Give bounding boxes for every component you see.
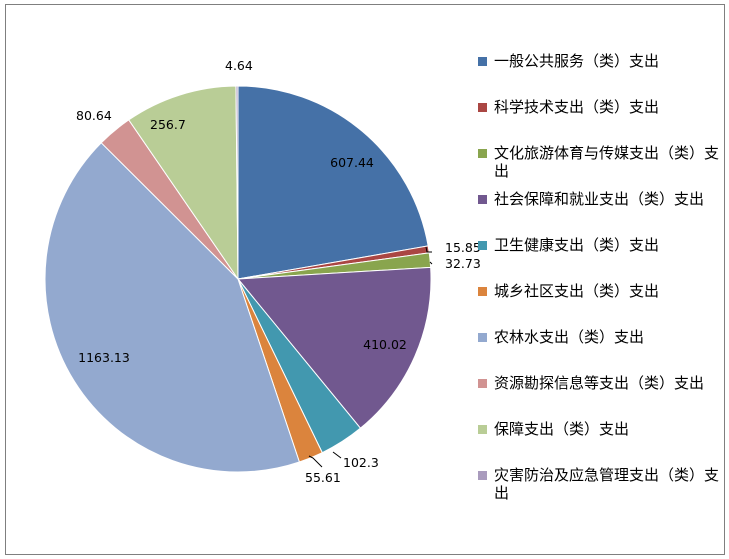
legend-label: 卫生健康支出（类）支出 — [494, 236, 660, 254]
leader-line-6 — [308, 455, 323, 468]
legend-item: 农林水支出（类）支出 — [478, 328, 723, 346]
legend-swatch — [478, 379, 487, 388]
leader-lines — [308, 246, 433, 468]
data-label-3: 32.73 — [445, 256, 481, 271]
data-label-4: 410.02 — [363, 337, 407, 352]
legend-item: 一般公共服务（类）支出 — [478, 52, 723, 70]
data-label-9: 256.7 — [150, 117, 186, 132]
legend-item: 资源勘探信息等支出（类）支出 — [478, 374, 723, 392]
legend-swatch — [478, 149, 487, 158]
legend-label: 城乡社区支出（类）支出 — [494, 282, 660, 300]
legend-label: 灾害防治及应急管理支出（类）支出 — [494, 466, 720, 502]
legend-item: 社会保障和就业支出（类）支出 — [478, 190, 723, 208]
legend-swatch — [478, 103, 487, 112]
leader-line-5 — [332, 451, 342, 459]
legend-label: 社会保障和就业支出（类）支出 — [494, 190, 705, 208]
data-label-6: 55.61 — [305, 470, 341, 485]
legend-swatch — [478, 425, 487, 434]
legend-swatch — [478, 287, 487, 296]
leader-line-2 — [425, 246, 432, 253]
legend-swatch — [478, 333, 487, 342]
legend-item: 灾害防治及应急管理支出（类）支出 — [478, 466, 723, 502]
legend-label: 文化旅游体育与传媒支出（类）支出 — [494, 144, 720, 180]
data-label-1: 607.44 — [330, 155, 374, 170]
legend-swatch — [478, 57, 487, 66]
legend-label: 科学技术支出（类）支出 — [494, 98, 660, 116]
legend-label: 保障支出（类）支出 — [494, 420, 630, 438]
pie-slice-7 — [44, 142, 301, 473]
legend-item: 城乡社区支出（类）支出 — [478, 282, 723, 300]
pie-slice-4 — [236, 266, 432, 429]
legend-label: 农林水支出（类）支出 — [494, 328, 645, 346]
leader-line-3 — [429, 261, 433, 265]
legend-label: 资源勘探信息等支出（类）支出 — [494, 374, 705, 392]
legend-swatch — [478, 471, 487, 480]
pie-slices — [44, 85, 432, 473]
data-label-10: 4.64 — [225, 58, 253, 73]
data-label-7: 1163.13 — [78, 350, 130, 365]
pie-slice-9 — [128, 85, 239, 281]
pie-slice-10 — [235, 85, 239, 280]
data-label-5: 102.3 — [343, 455, 379, 470]
legend-item: 保障支出（类）支出 — [478, 420, 723, 438]
legend-item: 文化旅游体育与传媒支出（类）支出 — [478, 144, 723, 180]
pie-slice-1 — [237, 85, 429, 280]
legend-swatch — [478, 241, 487, 250]
legend-label: 一般公共服务（类）支出 — [494, 52, 660, 70]
data-label-8: 80.64 — [76, 108, 112, 123]
legend-item: 科学技术支出（类）支出 — [478, 98, 723, 116]
data-label-2: 15.85 — [445, 240, 481, 255]
legend-item: 卫生健康支出（类）支出 — [478, 236, 723, 254]
legend-swatch — [478, 195, 487, 204]
